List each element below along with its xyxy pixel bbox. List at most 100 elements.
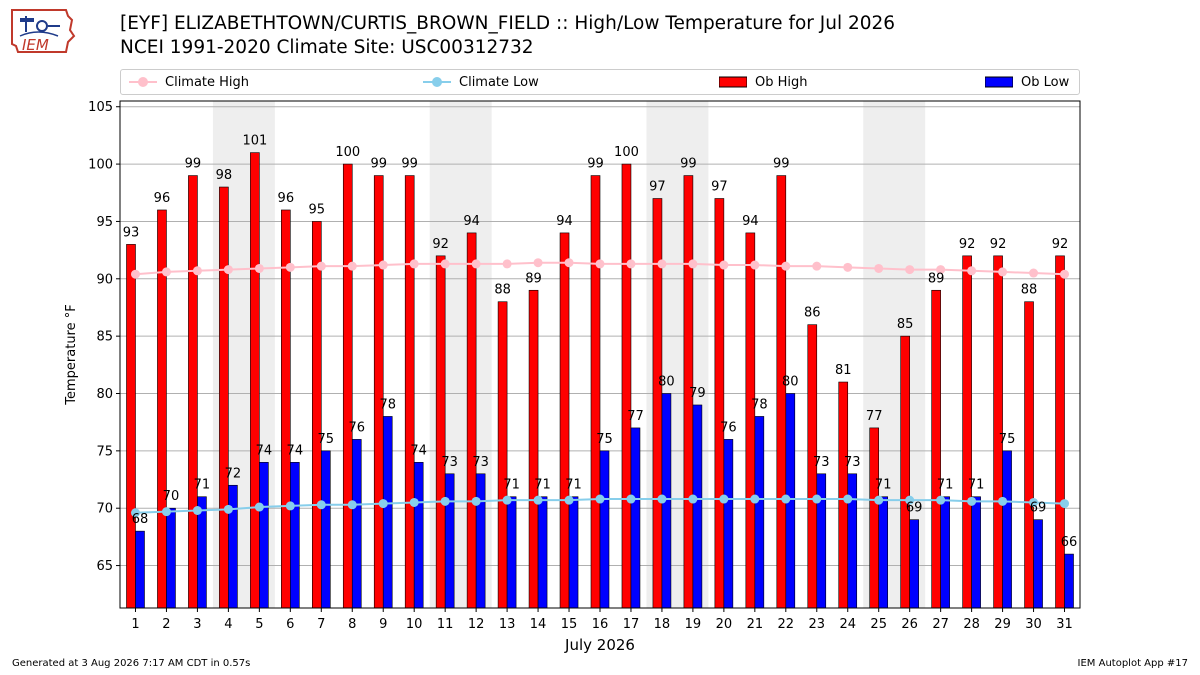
chart-title: [EYF] ELIZABETHTOWN/CURTIS_BROWN_FIELD :… — [120, 12, 895, 60]
title-line-1: [EYF] ELIZABETHTOWN/CURTIS_BROWN_FIELD :… — [120, 13, 896, 34]
x-tick-label: 12 — [468, 617, 485, 632]
ob-high-label: 96 — [278, 191, 295, 206]
legend-label: Ob Low — [1021, 74, 1070, 90]
x-tick-label: 31 — [1056, 617, 1073, 632]
climate-low-point — [750, 494, 760, 504]
ob-low-label: 71 — [968, 478, 985, 493]
ob-low-bar — [444, 473, 455, 609]
ob-low-bar — [630, 427, 641, 609]
ob-low-bar — [320, 450, 331, 609]
climate-high-point — [316, 261, 326, 271]
climate-high-point — [223, 265, 233, 275]
ob-low-bar — [754, 416, 765, 609]
ob-low-bar — [568, 496, 579, 609]
ob-low-label: 74 — [256, 443, 273, 458]
climate-high-point — [161, 267, 171, 277]
generated-timestamp: Generated at 3 Aug 2026 7:17 AM CDT in 0… — [12, 658, 251, 669]
ob-low-bar — [1064, 553, 1074, 609]
ob-low-label: 75 — [999, 432, 1016, 447]
y-axis-label: Temperature °F — [64, 304, 79, 405]
climate-high-point — [967, 266, 977, 276]
ob-low-label: 78 — [379, 397, 396, 412]
climate-high-point — [843, 262, 853, 272]
x-tick-label: 28 — [963, 617, 980, 632]
climate-high-point — [657, 259, 667, 269]
ob-low-label: 75 — [318, 432, 335, 447]
ob-high-label: 89 — [525, 271, 542, 286]
ob-high-label: 94 — [463, 214, 480, 229]
ob-low-bar — [135, 530, 145, 609]
ob-low-bar — [290, 462, 300, 609]
climate-high-point — [409, 259, 419, 269]
ob-high-bar — [776, 175, 787, 609]
ob-high-bar — [219, 186, 229, 609]
ob-high-label: 81 — [835, 363, 852, 378]
climate-high-point — [564, 258, 574, 268]
climate-low-point — [347, 500, 357, 510]
climate-high-point — [812, 261, 822, 271]
x-tick-label: 11 — [437, 617, 454, 632]
ob-low-label: 72 — [225, 466, 242, 481]
ob-high-label: 99 — [401, 157, 418, 172]
ob-low-label: 78 — [751, 397, 768, 412]
x-tick-label: 6 — [286, 617, 294, 632]
legend-label: Climate Low — [459, 74, 539, 90]
climate-high-line-icon — [129, 77, 157, 87]
climate-high-point — [905, 265, 915, 275]
climate-high-point — [533, 258, 543, 268]
ob-high-label: 99 — [773, 157, 790, 172]
climate-high-point — [936, 265, 946, 275]
y-tick-label: 80 — [96, 387, 113, 402]
climate-low-point — [843, 494, 853, 504]
climate-high-point — [750, 260, 760, 270]
x-tick-label: 20 — [716, 617, 733, 632]
ob-low-label: 71 — [194, 478, 211, 493]
ob-high-label: 99 — [370, 157, 387, 172]
ob-low-bar — [878, 496, 889, 609]
climate-low-point — [285, 501, 295, 511]
ob-low-bar — [259, 462, 269, 609]
climate-high-point — [285, 262, 295, 272]
climate-low-point — [254, 502, 264, 512]
climate-high-point — [502, 259, 512, 269]
climate-low-point — [1060, 499, 1070, 509]
climate-lines — [130, 258, 1070, 518]
climate-low-point — [1029, 497, 1039, 507]
y-tick-label: 70 — [96, 502, 113, 517]
climate-high-point — [998, 267, 1008, 277]
ob-high-label: 94 — [742, 214, 759, 229]
ob-low-label: 74 — [287, 443, 304, 458]
ob-low-bar — [166, 507, 176, 609]
ob-high-bar — [900, 335, 910, 609]
climate-high-point — [378, 260, 388, 270]
climate-low-point — [378, 499, 388, 509]
ob-high-bar — [745, 232, 756, 609]
climate-high-point — [781, 261, 791, 271]
x-tick-label: 4 — [224, 617, 232, 632]
ob-high-label: 93 — [123, 225, 140, 240]
x-tick-label: 22 — [778, 617, 795, 632]
ob-high-bar — [342, 163, 353, 609]
title-line-2: NCEI 1991-2020 Climate Site: USC00312732 — [120, 37, 534, 58]
x-axis-label: July 2026 — [564, 636, 635, 654]
x-tick-label: 2 — [162, 617, 170, 632]
ob-high-label: 92 — [1052, 237, 1069, 252]
ob-low-label: 75 — [596, 432, 613, 447]
climate-low-point — [657, 494, 667, 504]
x-tick-label: 23 — [809, 617, 826, 632]
ob-low-label: 80 — [782, 375, 799, 390]
ob-low-label: 68 — [132, 512, 149, 527]
x-tick-label: 19 — [685, 617, 702, 632]
climate-low-point — [502, 495, 512, 505]
ob-high-bar — [1024, 301, 1034, 609]
ob-low-label: 73 — [441, 455, 458, 470]
ob-low-label: 73 — [813, 455, 830, 470]
ob-low-label: 71 — [875, 478, 892, 493]
y-tick-label: 105 — [88, 100, 113, 115]
climate-low-point — [719, 494, 729, 504]
x-tick-label: 15 — [561, 617, 578, 632]
climate-high-point — [688, 259, 698, 269]
ob-high-bar — [435, 255, 446, 609]
